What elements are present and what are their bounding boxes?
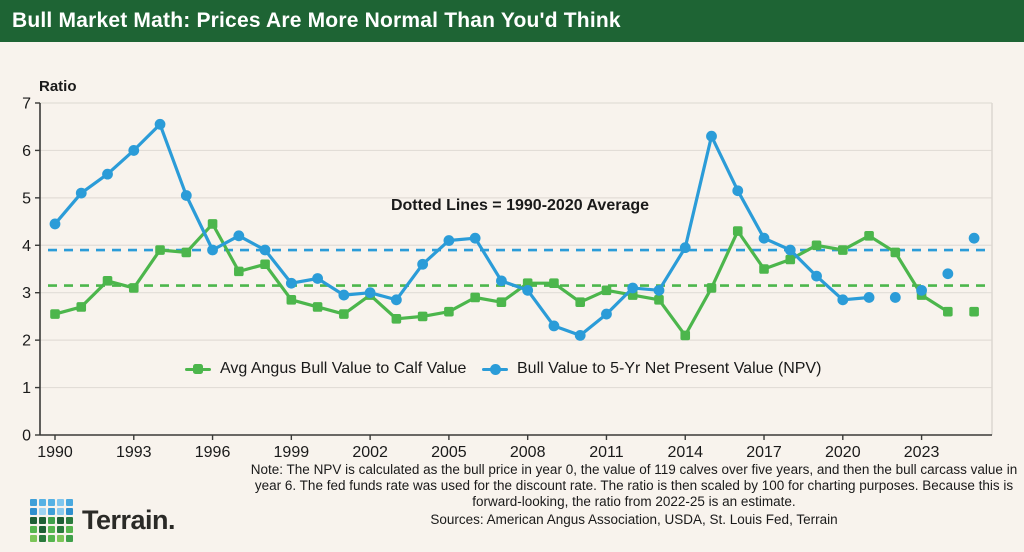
logo-grid-cell — [30, 535, 37, 542]
logo-grid-cell — [30, 508, 37, 515]
logo-grid-cell — [39, 508, 46, 515]
y-tick-label: 5 — [22, 190, 31, 207]
x-tick-label: 1999 — [274, 444, 310, 461]
green-square-series-marker-icon — [185, 363, 211, 376]
y-tick-label: 6 — [22, 143, 31, 160]
logo-grid-cell — [39, 499, 46, 506]
y-tick-label: 4 — [22, 238, 31, 255]
logo-grid-cell — [48, 517, 55, 524]
logo-grid-cell — [66, 499, 73, 506]
x-tick-label: 2023 — [904, 444, 940, 461]
logo-grid-cell — [39, 526, 46, 533]
axes — [35, 102, 992, 440]
legend-item-calf-value: Avg Angus Bull Value to Calf Value — [185, 360, 466, 378]
x-tick-label: 2005 — [431, 444, 467, 461]
series-0 — [50, 219, 979, 341]
logo-grid-cell — [57, 499, 64, 506]
logo-grid-cell — [48, 499, 55, 506]
logo-grid-cell — [48, 526, 55, 533]
sources-text: Sources: American Angus Association, USD… — [430, 511, 838, 527]
logo-grid-cell — [39, 517, 46, 524]
y-tick-label: 2 — [22, 333, 31, 350]
x-tick-label: 2002 — [352, 444, 388, 461]
y-axis-title: Ratio — [39, 78, 77, 95]
logo-grid-cell — [30, 526, 37, 533]
logo-grid-cell — [39, 535, 46, 542]
x-tick-label: 2017 — [746, 444, 782, 461]
y-tick-label: 7 — [22, 95, 31, 112]
title-bar: Bull Market Math: Prices Are More Normal… — [0, 0, 1024, 42]
page-title: Bull Market Math: Prices Are More Normal… — [12, 9, 621, 32]
x-tick-label: 1993 — [116, 444, 152, 461]
legend-label: Avg Angus Bull Value to Calf Value — [220, 360, 467, 377]
x-tick-label: 2008 — [510, 444, 546, 461]
axis-tick-labels: 0 1 2 3 4 5 6 7 1990 1993 1996 1999 2002 2005 2008 2011… — [22, 95, 939, 461]
logo-grid-cell — [66, 517, 73, 524]
y-tick-label: 3 — [22, 285, 31, 302]
logo-grid-cell — [48, 535, 55, 542]
y-tick-label: 0 — [22, 428, 31, 445]
terrain-logo-text: Terrain. — [82, 505, 176, 535]
chart-footnote: Note: The NPV is calculated as the bull … — [248, 462, 1020, 528]
logo-grid-cell — [48, 508, 55, 515]
logo-grid-cell — [57, 535, 64, 542]
logo-grid-cell — [57, 526, 64, 533]
y-tick-label: 1 — [22, 380, 31, 397]
logo-grid-cell — [30, 517, 37, 524]
terrain-logo-grid-icon — [30, 499, 73, 542]
logo-grid-cell — [66, 526, 73, 533]
logo-grid-cell — [57, 508, 64, 515]
blue-circle-series-marker-icon — [482, 363, 508, 376]
legend-item-npv: Bull Value to 5-Yr Net Present Value (NP… — [482, 360, 821, 378]
legend-label: Bull Value to 5-Yr Net Present Value (NP… — [517, 360, 822, 377]
x-tick-label: 2014 — [667, 444, 703, 461]
logo-grid-cell — [66, 508, 73, 515]
terrain-logo: Terrain. — [30, 499, 176, 542]
gridlines — [40, 102, 993, 435]
x-tick-label: 2020 — [825, 444, 861, 461]
logo-grid-cell — [57, 517, 64, 524]
x-tick-label: 1996 — [195, 444, 231, 461]
series-1 — [49, 118, 980, 341]
note-text: Note: The NPV is calculated as the bull … — [250, 462, 1018, 510]
logo-grid-cell — [30, 499, 37, 506]
x-tick-label: 2011 — [589, 444, 624, 461]
logo-grid-cell — [66, 535, 73, 542]
chart-annotation: Dotted Lines = 1990-2020 Average — [390, 197, 650, 214]
x-tick-label: 1990 — [37, 444, 73, 461]
